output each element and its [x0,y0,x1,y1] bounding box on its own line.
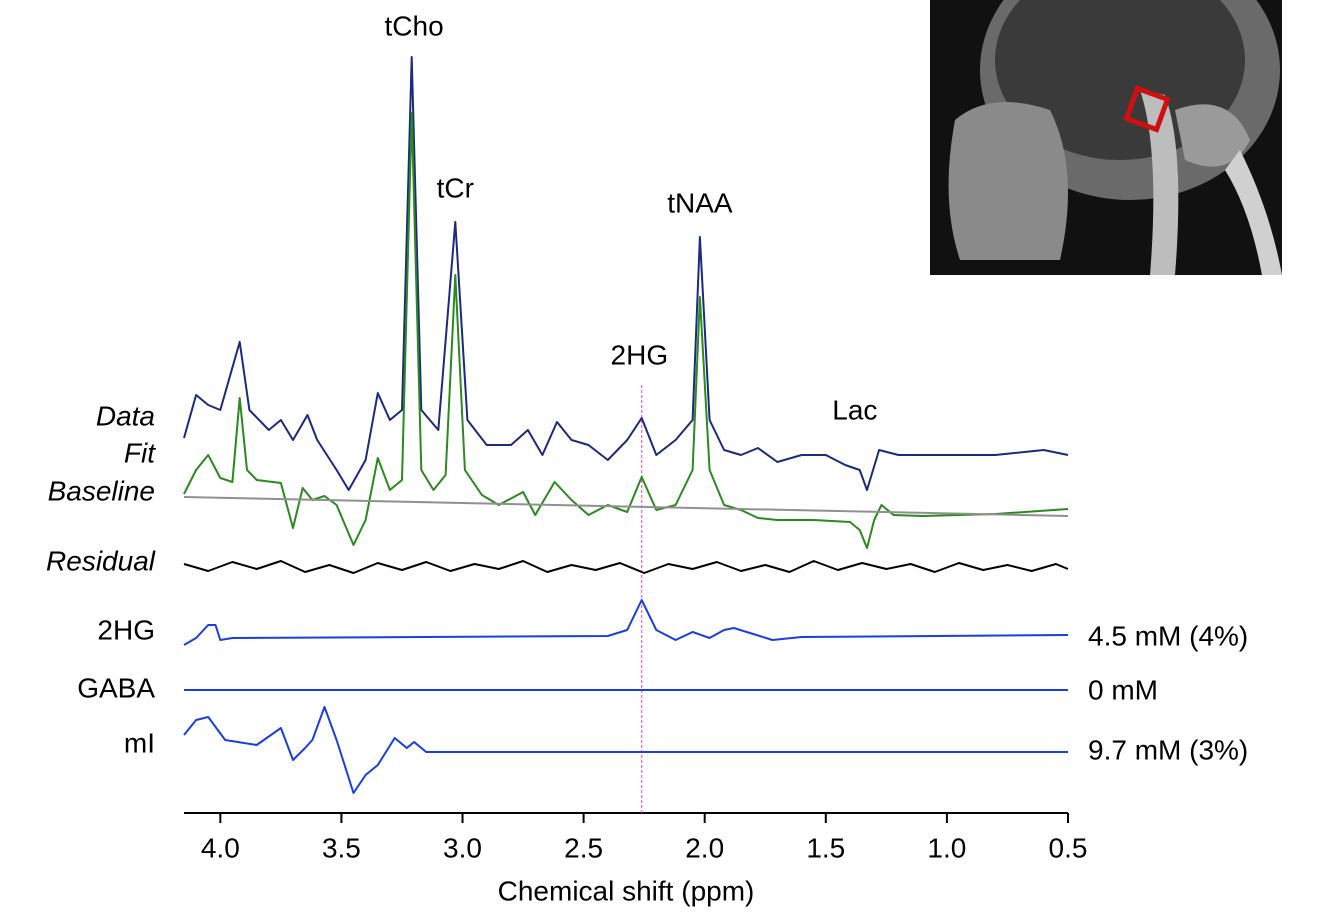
result-label: 9.7 mM (3%) [1088,734,1248,765]
spectrum-line [183,496,1069,517]
x-tick-label: 3.5 [322,832,361,863]
peak-label: tNAA [667,187,733,218]
spectrum-line [183,599,1069,646]
series-label: 2HG [97,614,155,645]
spectrum-line [183,560,1069,574]
series-label: mI [124,727,155,758]
result-label: 4.5 mM (4%) [1088,620,1248,651]
peak-label: tCr [437,172,474,203]
series-label: Data [96,400,155,431]
x-tick-label: 4.0 [201,832,240,863]
series-label: GABA [77,672,155,703]
x-axis-label: Chemical shift (ppm) [498,875,755,906]
peak-label: 2HG [611,339,669,370]
x-tick-label: 1.0 [927,832,966,863]
series-label: Fit [124,437,156,468]
x-tick-label: 3.0 [443,832,482,863]
mri-image [930,0,1282,275]
spectrum-line [183,706,1068,794]
series-label: Residual [46,545,156,576]
series-label: Baseline [48,475,155,506]
x-tick-label: 2.5 [564,832,603,863]
spectrum-line [183,56,1069,491]
peak-label: Lac [832,394,877,425]
x-tick-label: 0.5 [1049,832,1088,863]
result-label: 0 mM [1088,674,1158,705]
peak-label: tCho [385,10,444,41]
spectrum-line [183,112,1069,549]
x-tick-label: 2.0 [685,832,724,863]
x-tick-label: 1.5 [806,832,845,863]
